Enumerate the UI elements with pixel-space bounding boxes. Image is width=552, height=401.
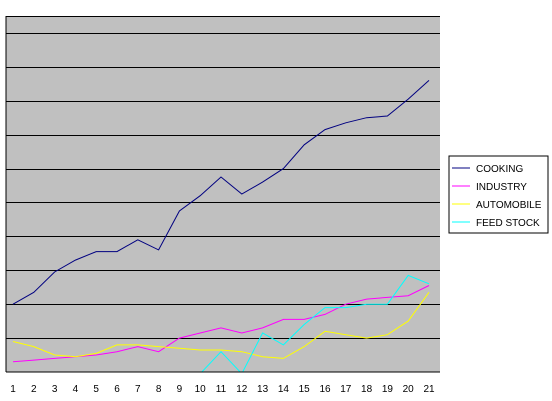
- x-axis-ticks: 1 2 3 4 5 6 7 8 9 10 11 12 13 14 15 16 17 18 19 20 21: [10, 384, 435, 395]
- series-line-automobile: [12, 292, 430, 359]
- plot-area: [6, 16, 440, 372]
- x-tick-label: 18: [361, 384, 373, 395]
- x-tick-label: 21: [423, 384, 435, 395]
- x-tick-label: 11: [216, 384, 227, 395]
- x-tick-label: 1: [10, 384, 16, 395]
- series-line-cooking: [12, 80, 430, 305]
- series-line-industry: [12, 285, 430, 363]
- x-tick-label: 4: [73, 384, 79, 395]
- x-tick-label: 7: [135, 384, 141, 395]
- x-tick-label: 13: [257, 384, 269, 395]
- x-tick-label: 20: [403, 384, 415, 395]
- x-tick-label: 16: [319, 384, 331, 395]
- x-tick-label: 19: [382, 384, 394, 395]
- x-tick-label: 14: [278, 384, 290, 395]
- x-tick-label: 6: [114, 384, 120, 395]
- x-tick-label: 2: [31, 384, 37, 395]
- series-lines: [12, 80, 430, 372]
- legend-label-automobile: AUTOMOBILE: [476, 200, 542, 211]
- x-tick-label: 3: [52, 384, 58, 395]
- legend: COOKING INDUSTRY AUTOMOBILE FEED STOCK: [448, 155, 549, 234]
- x-tick-label: 10: [195, 384, 207, 395]
- legend-box: [448, 155, 549, 234]
- x-tick-label: 8: [156, 384, 162, 395]
- series-line-feed-stock: [201, 274, 430, 372]
- x-tick-label: 5: [93, 384, 99, 395]
- legend-label-cooking: COOKING: [476, 164, 523, 175]
- legend-label-feed-stock: FEED STOCK: [476, 218, 540, 229]
- x-tick-label: 9: [177, 384, 183, 395]
- x-tick-label: 15: [299, 384, 311, 395]
- x-tick-label: 12: [236, 384, 248, 395]
- x-tick-label: 17: [340, 384, 352, 395]
- legend-label-industry: INDUSTRY: [476, 182, 527, 193]
- grid-lines: [6, 16, 440, 339]
